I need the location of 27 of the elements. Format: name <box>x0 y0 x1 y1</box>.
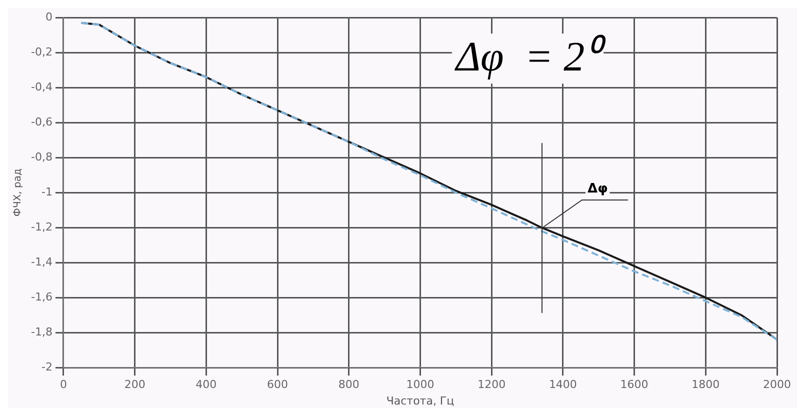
y-axis-title: ФЧХ, рад <box>12 168 24 217</box>
x-tick-label: 1200 <box>478 378 506 392</box>
y-tick-label: -0,2 <box>30 45 52 58</box>
x-tick-label: 200 <box>124 378 146 392</box>
x-tick-label: 2000 <box>763 378 791 392</box>
y-tick-label: -2 <box>41 360 52 374</box>
x-tick-label: 0 <box>60 378 67 392</box>
x-tick-label: 1600 <box>620 378 648 392</box>
x-axis-title: Частота, Гц <box>386 394 454 408</box>
x-tick-label: 1800 <box>692 378 720 392</box>
annotation: Δφ <box>588 181 608 196</box>
x-tick-label: 400 <box>196 378 217 392</box>
y-tick-label: 0 <box>45 10 52 24</box>
y-tick-label: -1 <box>41 185 52 198</box>
y-tick-label: -1,2 <box>30 220 52 234</box>
y-tick-label: -1,4 <box>30 255 52 268</box>
y-tick-label: -1,8 <box>30 325 52 338</box>
x-tick-label: 1000 <box>406 378 434 392</box>
x-tick-label: 600 <box>267 378 288 392</box>
annotation: Δφ = 2⁰ <box>454 34 607 81</box>
x-tick-label: 800 <box>338 378 360 392</box>
line-series <box>80 22 777 341</box>
y-tick-label: -0,8 <box>30 150 52 164</box>
x-tick-label: 1400 <box>548 378 577 392</box>
y-tick-label: -1,6 <box>30 290 52 304</box>
y-tick-label: -0,6 <box>30 115 52 128</box>
y-tick-label: -0,4 <box>30 80 52 94</box>
